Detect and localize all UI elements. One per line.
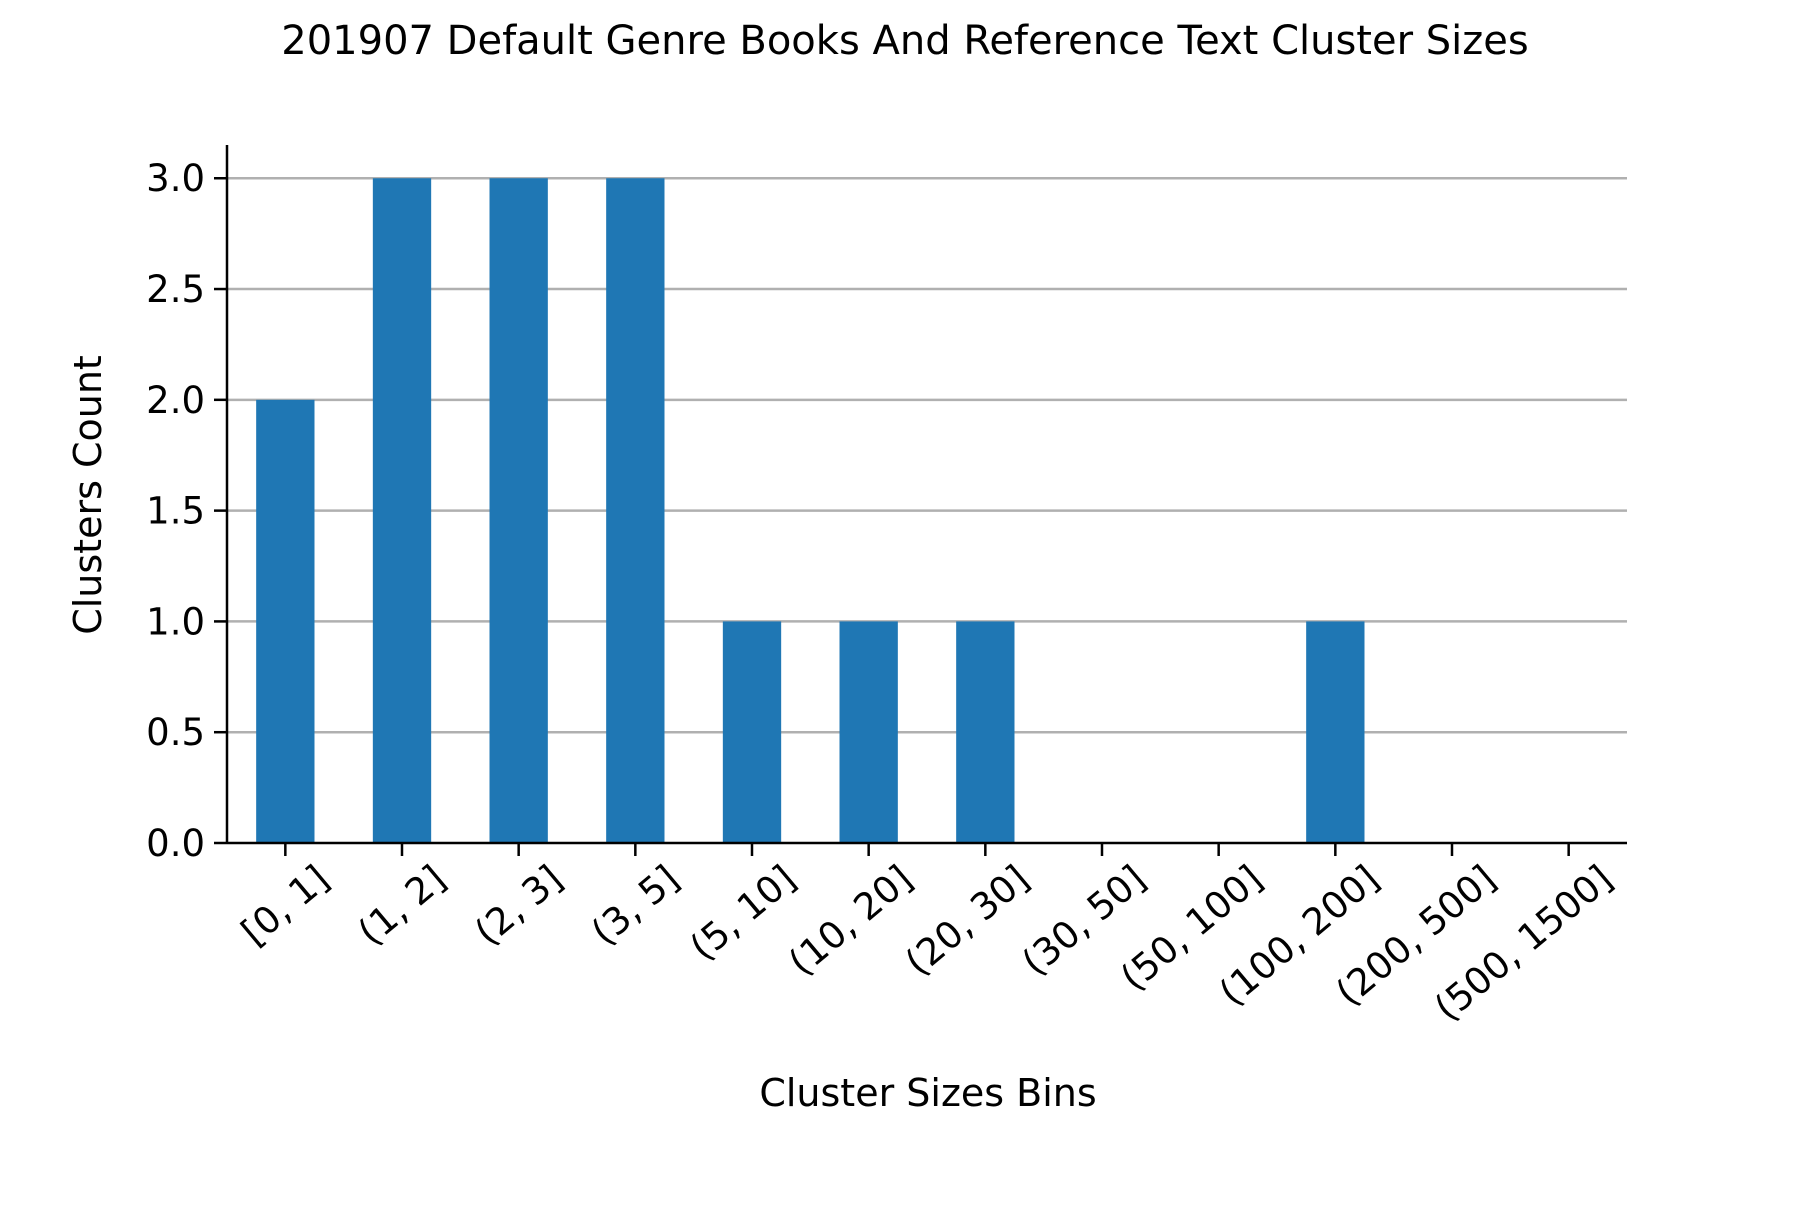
x-tick-label: (2, 3] [467,857,571,954]
y-tick-label: 1.5 [146,490,205,533]
x-ticks: [0, 1] (1, 2] (2, 3] (3, 5](5, 10](10, 20](… [233,843,1620,1029]
x-tick-label: (1, 2] [350,857,454,954]
y-axis-label: Clusters Count [66,355,110,635]
bar [489,178,548,843]
y-tick-label: 0.5 [146,711,205,754]
x-tick-label: [0, 1] [233,857,337,954]
bars [256,178,1365,843]
x-axis-label: Cluster Sizes Bins [759,1071,1096,1115]
bar [722,621,782,843]
bar [256,399,315,843]
axes [225,145,1627,845]
x-tick-label: (20, 30] [897,857,1037,984]
y-ticks: 0.0 0.5 1.0 1.5 2.0 2.5 3.0 [146,157,227,865]
gridlines [227,176,1627,734]
chart-title: 201907 Default Genre Books And Reference… [281,18,1528,64]
y-tick-label: 0.0 [146,822,205,865]
x-tick-label: (3, 5] [583,857,687,954]
bar [956,621,1015,843]
y-tick-label: 2.0 [146,379,205,422]
y-tick-label: 2.5 [146,268,205,311]
y-tick-label: 3.0 [146,157,205,200]
bar [1306,621,1365,843]
bar [839,621,898,843]
x-tick-label: (10, 20] [781,857,921,984]
bar [606,178,665,843]
bar [372,178,432,843]
y-tick-label: 1.0 [146,600,205,643]
